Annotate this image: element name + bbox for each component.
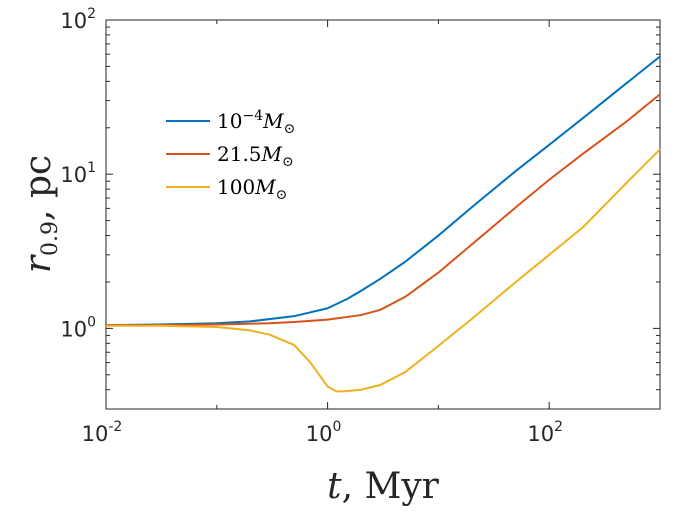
legend-label-1: 21.5M⊙	[217, 142, 294, 170]
ticks-layer: 10-2 100 102 100 101 102	[60, 6, 661, 446]
x-axis-title: t, Myr	[327, 466, 440, 507]
legend: 10−4M⊙ 21.5M⊙ 100M⊙	[166, 108, 295, 203]
x-tick-label-1: 100	[306, 419, 342, 446]
x-tick-label-2: 102	[527, 419, 563, 446]
series-layer	[105, 55, 661, 393]
series-line-2	[106, 148, 661, 393]
y-tick-label-2: 102	[60, 6, 96, 33]
y-axis-title: r0.9, pc	[18, 155, 63, 273]
series-line-0	[105, 55, 661, 327]
y-tick-label-1: 101	[60, 160, 96, 187]
legend-label-0: 10−4M⊙	[217, 108, 295, 137]
legend-label-2: 100M⊙	[217, 175, 287, 203]
x-tick-label-0: 10-2	[82, 419, 123, 446]
y-tick-label-0: 100	[60, 314, 96, 341]
series-line-1	[106, 93, 661, 327]
plot-area	[105, 19, 661, 410]
